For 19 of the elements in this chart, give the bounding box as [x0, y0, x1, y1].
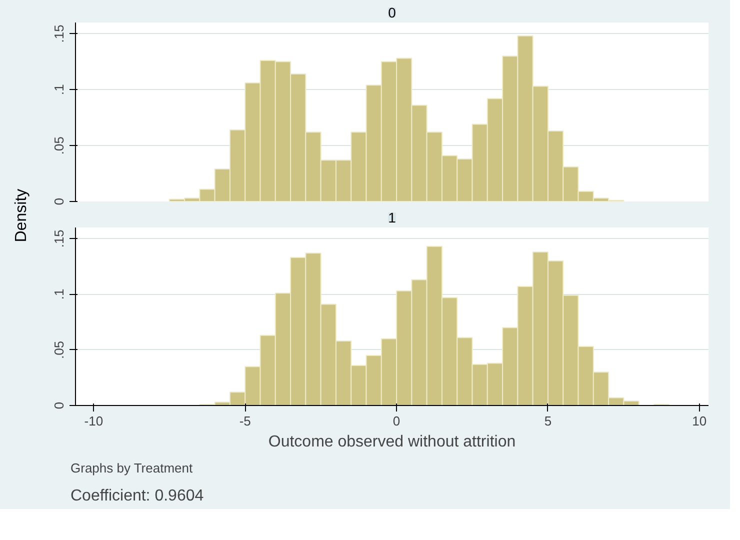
y-tick-label: 0 — [52, 402, 66, 410]
text: Graphs by Treatment — [70, 460, 193, 476]
x-tick-label: -10 — [84, 414, 104, 428]
y-tick-label: 0 — [52, 198, 66, 206]
x-tick-label: 5 — [544, 414, 552, 428]
y-axis-title: Density — [13, 188, 30, 242]
y-tick-label: .15 — [52, 230, 66, 248]
x-axis-title: Outcome observed without attrition — [268, 434, 516, 450]
x-tick-label: 0 — [392, 414, 400, 428]
chart-title: 1 — [388, 210, 396, 226]
y-tick-label: .05 — [52, 340, 66, 359]
chart-title: 0 — [388, 4, 396, 20]
y-tick-label: .05 — [52, 136, 66, 155]
text: Coefficient: 0.9604 — [70, 488, 204, 504]
x-tick-label: 10 — [692, 414, 707, 428]
y-tick-label: .15 — [52, 24, 66, 43]
x-tick-label: -5 — [239, 414, 251, 428]
y-tick-label: .1 — [52, 288, 66, 300]
y-tick-label: .1 — [52, 84, 66, 96]
